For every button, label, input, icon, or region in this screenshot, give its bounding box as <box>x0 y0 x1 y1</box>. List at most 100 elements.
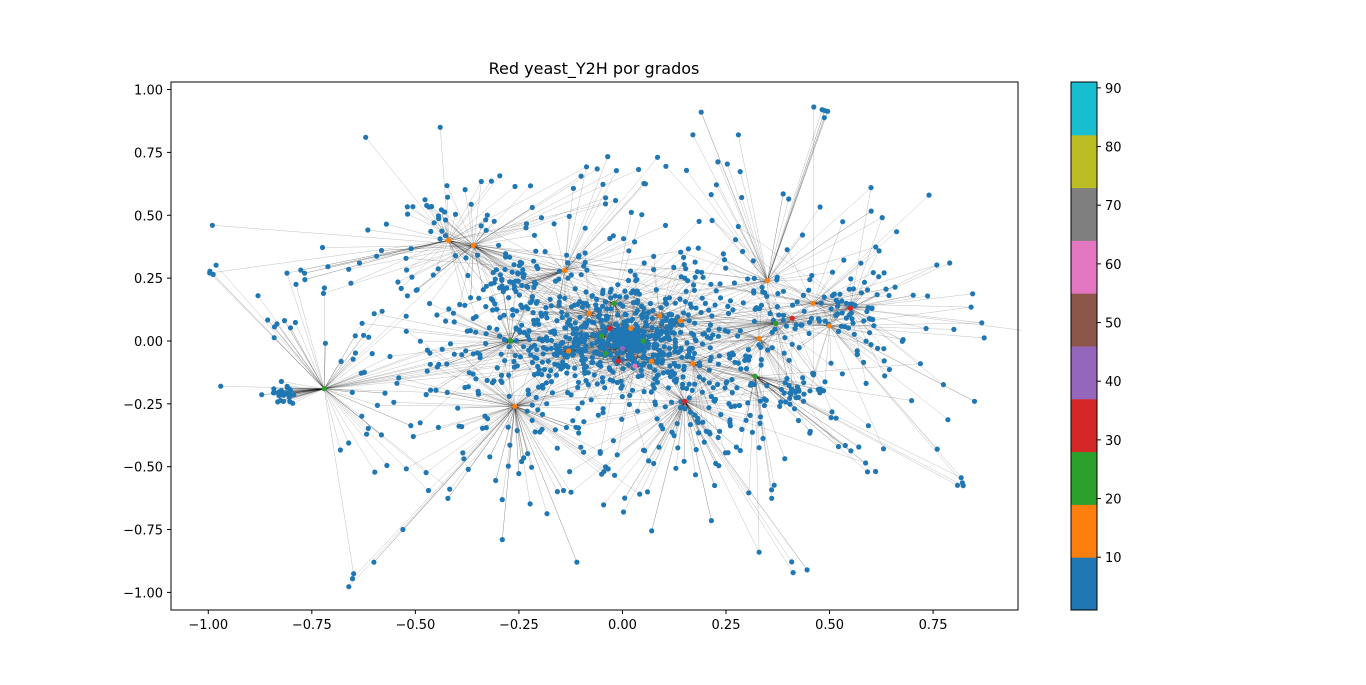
network-edge <box>450 340 511 344</box>
network-node <box>498 372 505 378</box>
network-node <box>553 372 560 378</box>
network-node <box>739 426 745 432</box>
network-node <box>858 260 864 266</box>
network-node <box>582 348 589 354</box>
network-edge <box>680 309 709 322</box>
network-edge <box>621 366 636 420</box>
network-edge <box>684 401 730 423</box>
network-edge <box>324 388 349 444</box>
network-node <box>526 337 532 343</box>
network-node <box>584 267 590 273</box>
network-node <box>366 334 372 340</box>
network-node <box>761 402 768 409</box>
network-node <box>410 204 416 210</box>
network-node <box>431 220 437 226</box>
network-node <box>576 253 582 259</box>
network-node <box>727 355 733 361</box>
network-node <box>492 301 498 307</box>
network-node <box>864 308 870 315</box>
network-edge <box>622 366 636 397</box>
network-edge <box>799 325 830 348</box>
network-node <box>539 359 546 365</box>
network-edge <box>668 387 685 402</box>
network-node <box>271 324 278 330</box>
network-node <box>639 212 645 218</box>
network-node <box>265 317 271 323</box>
network-node <box>680 381 686 387</box>
network-node <box>539 382 546 388</box>
network-node <box>600 410 606 416</box>
network-edge <box>692 134 768 281</box>
network-edge <box>427 340 511 372</box>
network-edge <box>675 401 685 469</box>
network-node <box>799 232 806 238</box>
network-node <box>634 288 640 294</box>
network-node <box>796 345 802 351</box>
network-node <box>699 269 705 275</box>
network-node <box>634 308 641 314</box>
network-node <box>774 304 780 310</box>
network-edge <box>544 251 565 271</box>
network-node <box>787 395 793 401</box>
network-node <box>688 304 695 310</box>
network-node <box>828 415 834 421</box>
network-edge <box>767 234 803 281</box>
network-edge <box>510 340 532 348</box>
network-edge <box>725 267 768 281</box>
network-node <box>488 178 494 184</box>
network-node <box>626 345 632 351</box>
network-node <box>764 383 770 389</box>
network-edge <box>427 349 515 407</box>
network-node <box>445 194 451 200</box>
network-node <box>630 300 636 306</box>
colorbar-tick-label: 20 <box>1105 493 1122 508</box>
network-edge <box>692 363 711 434</box>
network-edge <box>532 270 565 297</box>
network-node <box>926 192 932 198</box>
network-edge <box>495 406 515 481</box>
network-edge <box>473 207 533 246</box>
network-edge <box>514 406 518 431</box>
network-edge <box>758 305 762 339</box>
network-node <box>519 458 525 465</box>
network-node <box>714 381 721 388</box>
network-node <box>455 405 461 411</box>
network-edge <box>783 291 830 327</box>
network-node <box>613 197 619 204</box>
network-node <box>484 212 490 218</box>
network-node <box>602 385 608 391</box>
network-edge <box>677 401 685 424</box>
network-edge <box>564 200 616 271</box>
network-node <box>572 365 578 371</box>
network-edge <box>754 376 832 418</box>
network-edge <box>516 310 590 314</box>
hub-node <box>561 268 568 274</box>
network-node <box>559 314 565 320</box>
network-node <box>818 300 824 306</box>
network-edge <box>522 269 615 304</box>
network-node <box>596 351 602 357</box>
network-node <box>641 353 647 359</box>
network-node <box>782 380 788 386</box>
network-node <box>708 281 714 287</box>
network-edge <box>600 361 619 454</box>
network-node <box>430 272 436 278</box>
network-edge <box>783 320 830 327</box>
network-node <box>671 377 677 383</box>
network-node <box>727 298 734 304</box>
network-edge <box>684 389 782 402</box>
network-edge <box>812 303 819 319</box>
network-node <box>516 263 522 269</box>
network-node <box>683 167 690 173</box>
network-node <box>804 567 810 573</box>
network-node <box>255 293 261 299</box>
network-node <box>443 217 449 223</box>
hub-node <box>847 305 853 311</box>
network-node <box>751 318 758 324</box>
network-edge <box>812 303 904 340</box>
network-edge <box>850 308 870 319</box>
network-node <box>403 255 409 261</box>
network-node <box>637 491 643 497</box>
network-edge <box>448 166 587 241</box>
network-edge <box>689 338 760 352</box>
